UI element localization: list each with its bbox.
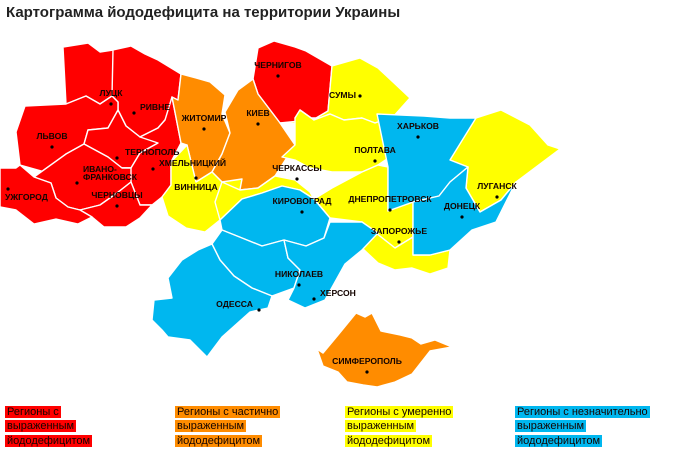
svg-text:РИВНЕ: РИВНЕ: [140, 102, 170, 112]
svg-text:ЛЬВОВ: ЛЬВОВ: [36, 131, 67, 141]
svg-text:ХЕРСОН: ХЕРСОН: [320, 288, 356, 298]
svg-text:ФРАНКОВСК: ФРАНКОВСК: [83, 172, 138, 182]
svg-text:ПОЛТАВА: ПОЛТАВА: [354, 145, 396, 155]
svg-text:ЛУГАНСК: ЛУГАНСК: [477, 181, 517, 191]
svg-text:ЧЕРНИГОВ: ЧЕРНИГОВ: [254, 60, 302, 70]
svg-text:НИКОЛАЕВ: НИКОЛАЕВ: [275, 269, 323, 279]
svg-text:СИМФЕРОПОЛЬ: СИМФЕРОПОЛЬ: [332, 356, 402, 366]
svg-text:КИЕВ: КИЕВ: [246, 108, 269, 118]
svg-text:ТЕРНОПОЛЬ: ТЕРНОПОЛЬ: [125, 147, 179, 157]
svg-text:ДОНЕЦК: ДОНЕЦК: [444, 201, 481, 211]
svg-text:ЛУЦК: ЛУЦК: [100, 88, 124, 98]
svg-text:СУМЫ: СУМЫ: [329, 90, 356, 100]
svg-text:УЖГОРОД: УЖГОРОД: [5, 192, 48, 202]
svg-text:ЧЕРНОВЦЫ: ЧЕРНОВЦЫ: [91, 190, 142, 200]
svg-text:ДНЕПРОПЕТРОВСК: ДНЕПРОПЕТРОВСК: [348, 194, 432, 204]
svg-text:ЗАПОРОЖЬЕ: ЗАПОРОЖЬЕ: [371, 226, 427, 236]
svg-text:ХМЕЛЬНИЦКИЙ: ХМЕЛЬНИЦКИЙ: [159, 157, 226, 168]
svg-text:ЖИТОМИР: ЖИТОМИР: [181, 113, 227, 123]
svg-text:ВИННИЦА: ВИННИЦА: [174, 182, 217, 192]
svg-text:ХАРЬКОВ: ХАРЬКОВ: [397, 121, 439, 131]
svg-text:КИРОВОГРАД: КИРОВОГРАД: [273, 196, 332, 206]
svg-text:ЧЕРКАССЫ: ЧЕРКАССЫ: [272, 163, 322, 173]
svg-text:ОДЕССА: ОДЕССА: [216, 299, 253, 309]
